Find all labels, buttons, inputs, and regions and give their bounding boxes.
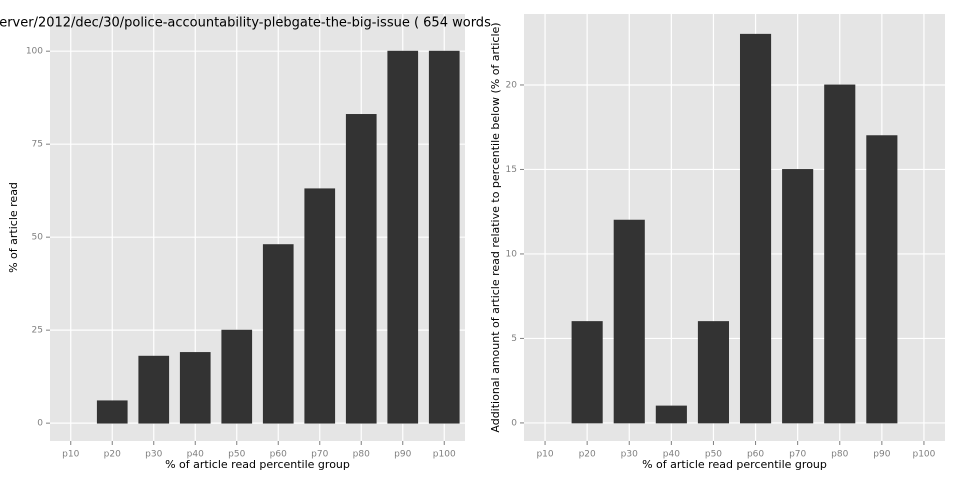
x-tick-label: p60 [270, 450, 287, 460]
x-tick-label: p30 [621, 450, 638, 460]
y-axis-title: % of article read [7, 182, 20, 273]
bar [138, 355, 170, 424]
x-tick-label: p50 [228, 450, 245, 460]
bar [345, 114, 377, 424]
bar [866, 135, 898, 424]
bar [824, 84, 856, 424]
y-tick-label: 20 [506, 80, 518, 90]
x-tick-label: p20 [579, 450, 596, 460]
bar [221, 329, 253, 424]
chart-title: bserver/2012/dec/30/police-accountabilit… [0, 16, 491, 31]
y-tick-label: 25 [32, 326, 43, 336]
x-axis-title: % of article read percentile group [165, 458, 350, 471]
x-tick-label: p80 [831, 450, 848, 460]
bar [304, 188, 336, 424]
x-tick-label: p70 [789, 450, 806, 460]
x-tick-label: p50 [705, 450, 722, 460]
y-axis-title: Additional amount of article read relati… [489, 22, 502, 432]
x-axis-title: % of article read percentile group [642, 458, 827, 471]
x-tick-label: p40 [663, 450, 680, 460]
bar [179, 352, 211, 424]
y-tick-label: 15 [506, 165, 517, 175]
y-tick-label: 100 [26, 47, 43, 57]
y-tick-label: 5 [511, 334, 517, 344]
bar [782, 169, 814, 424]
x-tick-label: p60 [747, 450, 764, 460]
bar [571, 321, 603, 424]
bar [655, 405, 687, 424]
bar [697, 321, 730, 424]
y-tick-label: 50 [32, 233, 44, 243]
x-tick-label: p70 [311, 450, 328, 460]
x-tick-label: p90 [394, 450, 411, 460]
bar [613, 219, 645, 424]
bar [387, 50, 419, 424]
x-tick-label: p20 [104, 450, 121, 460]
x-tick-label: p10 [62, 450, 79, 460]
y-tick-label: 0 [511, 418, 517, 428]
bar [96, 400, 128, 424]
x-tick-label: p30 [145, 450, 162, 460]
y-tick-label: 75 [32, 140, 43, 150]
y-tick-label: 0 [37, 419, 43, 429]
x-tick-label: p100 [433, 450, 456, 460]
bar [739, 33, 772, 424]
y-tick-label: 10 [506, 249, 518, 259]
x-tick-label: p100 [912, 450, 935, 460]
x-tick-label: p80 [353, 450, 370, 460]
bar [262, 244, 294, 424]
bar [428, 50, 460, 424]
x-tick-label: p10 [536, 450, 553, 460]
x-tick-label: p90 [873, 450, 890, 460]
x-tick-label: p40 [187, 450, 204, 460]
